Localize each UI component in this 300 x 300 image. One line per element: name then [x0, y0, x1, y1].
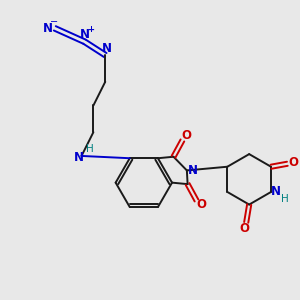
Text: N: N: [74, 151, 84, 164]
Text: −: −: [50, 17, 58, 27]
Text: N: N: [188, 164, 198, 177]
Text: H: H: [86, 144, 93, 154]
Text: N: N: [80, 28, 89, 41]
Text: H: H: [280, 194, 288, 204]
Text: N: N: [272, 185, 281, 198]
Text: O: O: [196, 198, 206, 212]
Text: O: O: [182, 130, 192, 142]
Text: N: N: [102, 42, 112, 55]
Text: O: O: [288, 156, 298, 169]
Text: O: O: [240, 222, 250, 235]
Text: N: N: [43, 22, 53, 35]
Text: +: +: [88, 25, 94, 34]
